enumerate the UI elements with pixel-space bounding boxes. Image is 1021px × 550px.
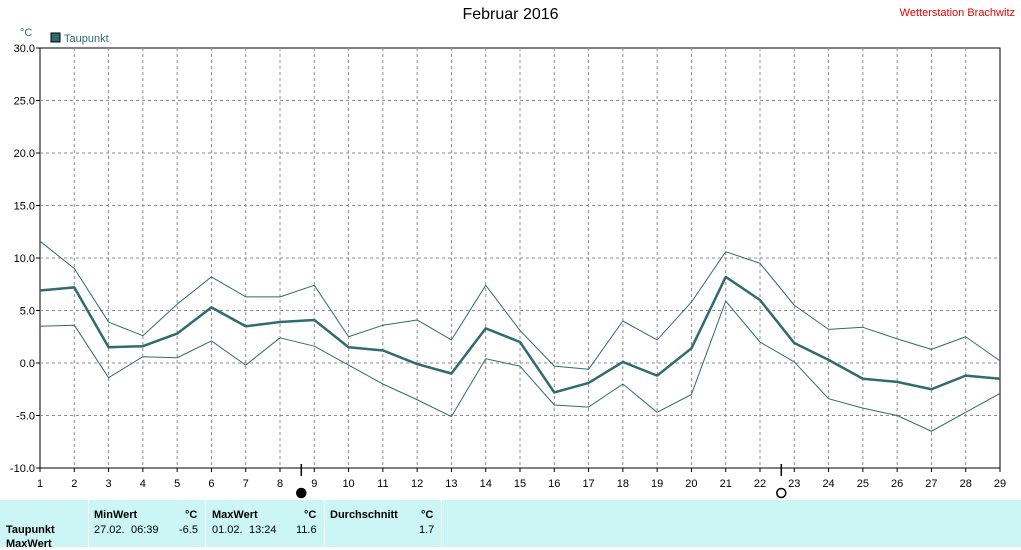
y-tick-label: -5.0 bbox=[16, 411, 35, 423]
x-tick-label: 1 bbox=[37, 478, 43, 490]
band-line-min bbox=[39, 300, 1001, 432]
legend-swatch bbox=[50, 32, 61, 43]
y-tick-label: 0.0 bbox=[20, 358, 35, 370]
y-tick-label: 15.0 bbox=[14, 201, 35, 213]
avg-column: Durchschnitt °C 1.7 bbox=[325, 500, 441, 547]
x-tick-label: 5 bbox=[174, 478, 180, 490]
stats-separator bbox=[324, 500, 325, 547]
x-tick-label: 23 bbox=[788, 478, 800, 490]
avg-unit: °C bbox=[421, 509, 434, 521]
x-tick-label: 10 bbox=[342, 478, 354, 490]
max-column: MaxWert °C 01.02. 13:24 11.6 bbox=[206, 500, 324, 547]
x-tick-label: 29 bbox=[994, 478, 1006, 490]
y-tick-label: -10.0 bbox=[10, 463, 35, 475]
y-tick-label: 30.0 bbox=[14, 43, 35, 55]
avg-value: 1.7 bbox=[419, 524, 435, 536]
series-line-taupunkt bbox=[39, 275, 1001, 394]
band-line-max bbox=[39, 240, 1001, 370]
x-tick-label: 20 bbox=[685, 478, 697, 490]
x-tick-label: 18 bbox=[617, 478, 629, 490]
x-tick-label: 24 bbox=[822, 478, 834, 490]
max-unit: °C bbox=[304, 509, 317, 521]
x-tick-label: 14 bbox=[480, 478, 492, 490]
dewpoint-chart: 30.025.020.015.010.05.00.0-5.0-10.01 2 3 4 5… bbox=[10, 27, 1006, 499]
chart-title: Februar 2016 bbox=[462, 6, 559, 23]
stats-separator bbox=[88, 500, 89, 547]
min-column: MinWert °C 27.02. 06:39 -6.5 bbox=[89, 500, 205, 547]
min-unit: °C bbox=[185, 509, 198, 521]
statistics-panel: Taupunkt MaxWert MinWert °C 27.02. 06:39… bbox=[0, 500, 1021, 550]
x-tick-label: 2 bbox=[71, 478, 77, 490]
x-tick-label: 8 bbox=[277, 478, 283, 490]
x-tick-label: 16 bbox=[548, 478, 560, 490]
x-tick-label: 3 bbox=[106, 478, 112, 490]
min-date: 27.02. bbox=[94, 524, 125, 536]
x-tick-label: 22 bbox=[754, 478, 766, 490]
x-tick-label: 26 bbox=[891, 478, 903, 490]
stats-separator bbox=[441, 500, 442, 547]
avg-header: Durchschnitt bbox=[330, 509, 398, 521]
max-header: MaxWert bbox=[212, 509, 258, 521]
x-tick-label: 7 bbox=[243, 478, 249, 490]
y-tick-label: 10.0 bbox=[14, 253, 35, 265]
x-tick-label: 27 bbox=[925, 478, 937, 490]
y-tick-label: 5.0 bbox=[20, 306, 35, 318]
stats-separator bbox=[205, 500, 206, 547]
max-value: 11.6 bbox=[296, 524, 317, 536]
min-header: MinWert bbox=[94, 509, 138, 521]
x-tick-label: 15 bbox=[514, 478, 526, 490]
y-tick-label: 25.0 bbox=[14, 96, 35, 108]
x-tick-label: 4 bbox=[140, 478, 146, 490]
x-tick-label: 17 bbox=[582, 478, 594, 490]
y-tick-label: 20.0 bbox=[14, 148, 35, 160]
x-tick-label: 28 bbox=[960, 478, 972, 490]
max-date: 01.02. bbox=[212, 524, 243, 536]
x-tick-label: 9 bbox=[311, 478, 317, 490]
x-tick-label: 13 bbox=[445, 478, 457, 490]
min-time: 06:39 bbox=[131, 524, 159, 536]
x-tick-label: 19 bbox=[651, 478, 663, 490]
max-time: 13:24 bbox=[249, 524, 277, 536]
x-tick-label: 11 bbox=[377, 478, 388, 490]
x-tick-label: 25 bbox=[857, 478, 869, 490]
y-axis-unit: °C bbox=[20, 27, 32, 39]
x-tick-label: 21 bbox=[720, 478, 732, 490]
legend-label: Taupunkt bbox=[64, 33, 109, 45]
station-name: Wetterstation Brachwitz bbox=[899, 7, 1015, 19]
new-moon-icon bbox=[296, 487, 307, 499]
min-value: -6.5 bbox=[179, 524, 198, 536]
stats-row-label: Taupunkt bbox=[6, 524, 55, 536]
x-tick-label: 6 bbox=[208, 478, 214, 490]
x-tick-label: 12 bbox=[411, 478, 423, 490]
stats-row-label-2: MaxWert bbox=[6, 538, 52, 550]
full-moon-icon bbox=[776, 487, 787, 499]
